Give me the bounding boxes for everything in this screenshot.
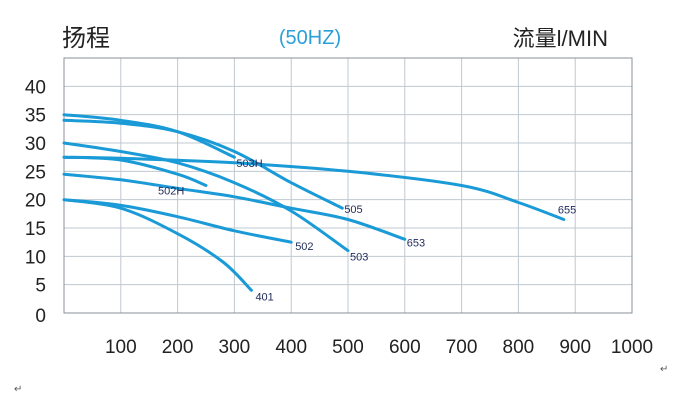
- series-label-653: 653: [407, 237, 425, 249]
- series-line-653: [62, 172, 407, 241]
- x-tick-label: 900: [559, 337, 591, 358]
- x-tick-label: 1000: [611, 337, 653, 358]
- series-line-505: [62, 118, 344, 210]
- y-tick-label: 10: [25, 247, 46, 268]
- x-tick-label: 600: [389, 337, 421, 358]
- y-tick-label: 30: [25, 134, 46, 155]
- return-mark-icon: ↵: [660, 364, 669, 375]
- y-tick-label: 15: [25, 219, 46, 240]
- series-label-655: 655: [558, 205, 576, 217]
- y-tick-label: 40: [25, 77, 46, 98]
- y-tick-label: 5: [35, 276, 46, 297]
- y-tick-label: 25: [25, 162, 46, 183]
- x-tick-label: 300: [219, 337, 251, 358]
- y-tick-label: 20: [25, 191, 46, 212]
- series-label-502H: 502H: [158, 186, 184, 198]
- series-line-502: [62, 198, 293, 244]
- x-tick-labels: 100 200 300 400 500 600 700 800 900 1000: [105, 337, 653, 358]
- x-tick-label: 700: [446, 337, 478, 358]
- series-line-655: [62, 155, 566, 221]
- title-left: 扬程: [62, 25, 110, 52]
- series-lines: 401 502 502H 503H 503 505 653 655: [62, 113, 576, 303]
- x-tick-label: 100: [105, 337, 137, 358]
- series-label-401: 401: [255, 291, 273, 303]
- series-label-503H: 503H: [236, 158, 262, 170]
- y-tick-label: 35: [25, 106, 46, 127]
- x-tick-label: 800: [503, 337, 535, 358]
- title-center: (50HZ): [279, 27, 341, 49]
- x-tick-label: 500: [332, 337, 364, 358]
- title-right: 流量l/MIN: [513, 26, 608, 51]
- y-tick-label: 0: [35, 306, 46, 327]
- series-label-505: 505: [344, 204, 362, 216]
- series-label-502: 502: [295, 241, 313, 253]
- plot-frame: [63, 57, 633, 314]
- x-tick-label: 400: [275, 337, 307, 358]
- series-label-503: 503: [350, 252, 368, 264]
- y-tick-labels: 0 5 10 15 20 25 30 35 40: [25, 77, 46, 327]
- series-line-503H: [62, 113, 236, 159]
- return-mark-icon: ↵: [14, 384, 23, 395]
- series-line-503: [62, 141, 350, 253]
- x-tick-label: 200: [162, 337, 194, 358]
